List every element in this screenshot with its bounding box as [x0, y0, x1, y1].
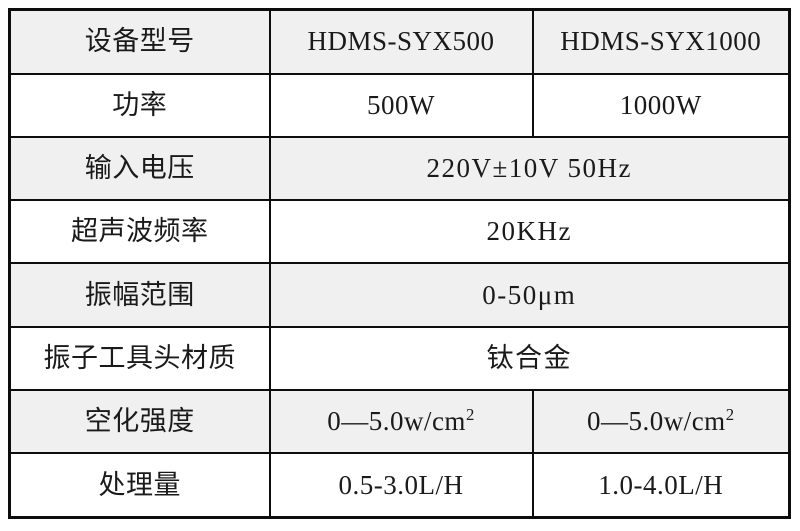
- cell-throughput-500: 0.5-3.0L/H: [268, 452, 534, 519]
- cavitation-500-superscript: 2: [465, 405, 475, 425]
- table-row: 功率 500W 1000W: [8, 72, 791, 138]
- cell-power-1000: 1000W: [531, 72, 791, 138]
- row-label-amplitude-range: 振幅范围: [8, 262, 271, 328]
- specification-table-frame: 设备型号 HDMS-SYX500 HDMS-SYX1000 功率 500W 10…: [8, 8, 791, 519]
- cell-ultrasonic-frequency: 20KHz: [268, 199, 791, 265]
- row-label-equipment-model: 设备型号: [8, 8, 271, 75]
- cavitation-1000-text: 0—5.0w/cm: [586, 406, 726, 437]
- cavitation-1000-superscript: 2: [725, 405, 735, 425]
- row-label-tool-head-material: 振子工具头材质: [8, 325, 271, 391]
- table-row: 设备型号 HDMS-SYX500 HDMS-SYX1000: [8, 8, 791, 75]
- row-label-ultrasonic-frequency: 超声波频率: [8, 199, 271, 265]
- table-row: 振子工具头材质 钛合金: [8, 325, 791, 391]
- row-label-input-voltage: 输入电压: [8, 135, 271, 202]
- cell-throughput-1000: 1.0-4.0L/H: [531, 452, 791, 519]
- specification-table: 设备型号 HDMS-SYX500 HDMS-SYX1000 功率 500W 10…: [8, 8, 791, 519]
- row-label-cavitation-intensity: 空化强度: [8, 388, 271, 455]
- cell-input-voltage: 220V±10V 50Hz: [268, 135, 791, 202]
- table-body: 设备型号 HDMS-SYX500 HDMS-SYX1000 功率 500W 10…: [8, 8, 791, 519]
- cell-tool-head-material: 钛合金: [268, 325, 791, 391]
- table-row: 振幅范围 0-50μm: [8, 262, 791, 328]
- table-row: 输入电压 220V±10V 50Hz: [8, 135, 791, 202]
- table-row: 空化强度 0—5.0w/cm2 0—5.0w/cm2: [8, 388, 791, 455]
- row-label-power: 功率: [8, 72, 271, 138]
- cell-cavitation-500: 0—5.0w/cm2: [268, 388, 534, 455]
- cell-model-500: HDMS-SYX500: [268, 8, 534, 75]
- cell-power-500: 500W: [268, 72, 534, 138]
- cell-model-1000: HDMS-SYX1000: [531, 8, 791, 75]
- cavitation-500-text: 0—5.0w/cm: [327, 406, 466, 437]
- table-row: 处理量 0.5-3.0L/H 1.0-4.0L/H: [8, 452, 791, 519]
- table-row: 超声波频率 20KHz: [8, 199, 791, 265]
- row-label-throughput: 处理量: [8, 452, 271, 519]
- cell-cavitation-1000: 0—5.0w/cm2: [531, 388, 791, 455]
- cell-amplitude-range: 0-50μm: [268, 262, 791, 328]
